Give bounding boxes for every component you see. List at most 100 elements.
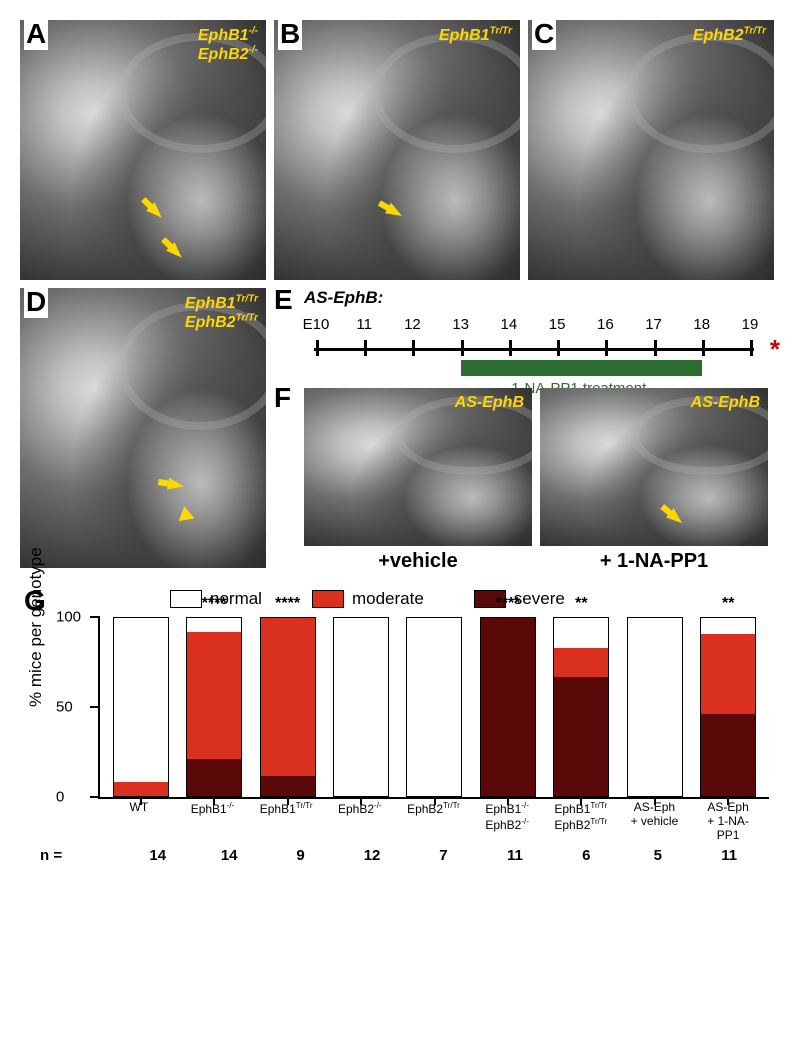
genotype-label-c: EphB2Tr/Tr (693, 26, 766, 45)
genotype-label-b: EphB1Tr/Tr (439, 26, 512, 45)
panel-a: A EphB1-/-EphB2-/- (20, 20, 266, 280)
bar (333, 617, 389, 797)
legend-item: moderate (312, 589, 424, 609)
panel-b: B EphB1Tr/Tr (274, 20, 520, 280)
x-tick-label: EphB2-/- (331, 801, 389, 842)
bar (553, 617, 609, 797)
bar-segment-normal (187, 618, 241, 632)
panel-row-2: D EphB1Tr/TrEphB2Tr/Tr E AS-EphB: E10111… (20, 288, 779, 573)
significance-label: **** (202, 595, 227, 613)
panel-e: E AS-EphB: E10111213141516171819*1-NA-PP… (274, 288, 774, 384)
bar-segment-normal (114, 618, 168, 782)
panel-letter-a: A (24, 18, 48, 50)
x-tick-label: EphB1Tr/TrEphB2Tr/Tr (552, 801, 610, 842)
x-tick-label: EphB2Tr/Tr (404, 801, 462, 842)
bar-segment-severe (554, 677, 608, 796)
panel-g: G normalmoderatesevere % mice per genoty… (20, 589, 779, 899)
n-value: 5 (629, 847, 687, 864)
treatment-label-right: + 1-NA-PP1 (540, 550, 768, 573)
n-value: 14 (129, 847, 187, 864)
significance-label: ** (575, 595, 587, 613)
bar-segment-moderate (554, 648, 608, 676)
panel-c: C EphB2Tr/Tr (528, 20, 774, 280)
genotype-label-d: EphB1Tr/TrEphB2Tr/Tr (185, 294, 258, 332)
x-tick-label: EphB1-/-EphB2-/- (478, 801, 536, 842)
x-tick-label: EphB1-/- (183, 801, 241, 842)
x-tick-label: WT (110, 801, 168, 842)
treatment-bar (461, 360, 702, 376)
y-axis-title: % mice per genotype (26, 547, 46, 707)
y-tick-label: 0 (56, 789, 64, 806)
x-axis-labels: WT EphB1-/- EphB1Tr/Tr EphB2-/- EphB2Tr/Tr Ep… (98, 801, 769, 842)
timeline-tick-label: E10 (303, 316, 330, 333)
timeline-tick-label: 14 (501, 316, 518, 333)
timeline-tick-label: 13 (452, 316, 469, 333)
n-value: 11 (700, 847, 758, 864)
timeline-tick-label: 19 (742, 316, 759, 333)
bar-segment-normal (628, 618, 682, 796)
bar-segment-moderate (114, 782, 168, 796)
timeline-tick-label: 11 (356, 316, 372, 333)
bar-segment-moderate (701, 634, 755, 714)
timeline-tick-label: 12 (404, 316, 421, 333)
panel-letter-b: B (278, 18, 302, 50)
legend-label: moderate (352, 589, 424, 609)
significance-label: **** (275, 595, 300, 613)
bar-segment-moderate (187, 632, 241, 758)
arrow-icon (167, 478, 185, 493)
timeline-star-icon: * (770, 334, 780, 365)
genotype-label-a: EphB1-/-EphB2-/- (198, 26, 258, 64)
panel-d: D EphB1Tr/TrEphB2Tr/Tr (20, 288, 266, 568)
significance-label: ** (722, 595, 734, 613)
timeline-tick-label: 18 (693, 316, 710, 333)
panel-ef-column: E AS-EphB: E10111213141516171819*1-NA-PP… (274, 288, 774, 573)
n-value: 11 (486, 847, 544, 864)
chart-area: 050100**************** (98, 617, 769, 799)
panel-letter-e: E (274, 284, 293, 316)
bar-segment-severe (481, 618, 535, 796)
figure: A EphB1-/-EphB2-/- B EphB1Tr/Tr C EphB2T… (20, 20, 779, 899)
panel-f-right: AS-EphB (540, 388, 768, 546)
bar-segment-severe (187, 759, 241, 796)
panel-f-left: AS-EphB (304, 388, 532, 546)
timeline-tick-label: 17 (645, 316, 662, 333)
genotype-label-f-left: AS-EphB (455, 394, 524, 412)
n-prefix: n = (20, 847, 118, 864)
panel-letter-g: G (24, 585, 46, 617)
bar (113, 617, 169, 797)
bar-segment-severe (261, 776, 315, 796)
genotype-label-f-right: AS-EphB (691, 394, 760, 412)
panel-letter-c: C (532, 18, 556, 50)
bar-segment-moderate (261, 618, 315, 776)
timeline-tick-label: 16 (597, 316, 614, 333)
x-tick-label: EphB1Tr/Tr (257, 801, 315, 842)
timeline-tick-label: 15 (549, 316, 566, 333)
y-tick-label: 100 (56, 609, 81, 626)
panel-f: F AS-EphB +vehicle AS-EphB (274, 388, 774, 573)
n-value: 12 (343, 847, 401, 864)
legend-swatch (312, 590, 344, 608)
n-value: 6 (557, 847, 615, 864)
n-row: n = 14149127116511 (20, 847, 769, 864)
panel-letter-d: D (24, 286, 48, 318)
legend-swatch (170, 590, 202, 608)
bar-segment-normal (407, 618, 461, 796)
y-tick-label: 50 (56, 699, 73, 716)
panel-row-1: A EphB1-/-EphB2-/- B EphB1Tr/Tr C EphB2T… (20, 20, 779, 280)
panel-e-title: AS-EphB: (304, 288, 774, 308)
micrograph-c: EphB2Tr/Tr (528, 20, 774, 280)
bar (480, 617, 536, 797)
x-tick-label: AS-Eph+ vehicle (625, 801, 683, 842)
micrograph-b: EphB1Tr/Tr (274, 20, 520, 280)
bar-segment-normal (554, 618, 608, 648)
treatment-label-left: +vehicle (304, 550, 532, 573)
x-tick-label: AS-Eph+ 1-NA-PP1 (699, 801, 757, 842)
bar-segment-normal (334, 618, 388, 796)
bar (406, 617, 462, 797)
bar (186, 617, 242, 797)
legend-label: severe (514, 589, 565, 609)
panel-letter-f: F (274, 382, 291, 414)
n-value: 14 (200, 847, 258, 864)
micrograph-a: EphB1-/-EphB2-/- (20, 20, 266, 280)
bar (627, 617, 683, 797)
